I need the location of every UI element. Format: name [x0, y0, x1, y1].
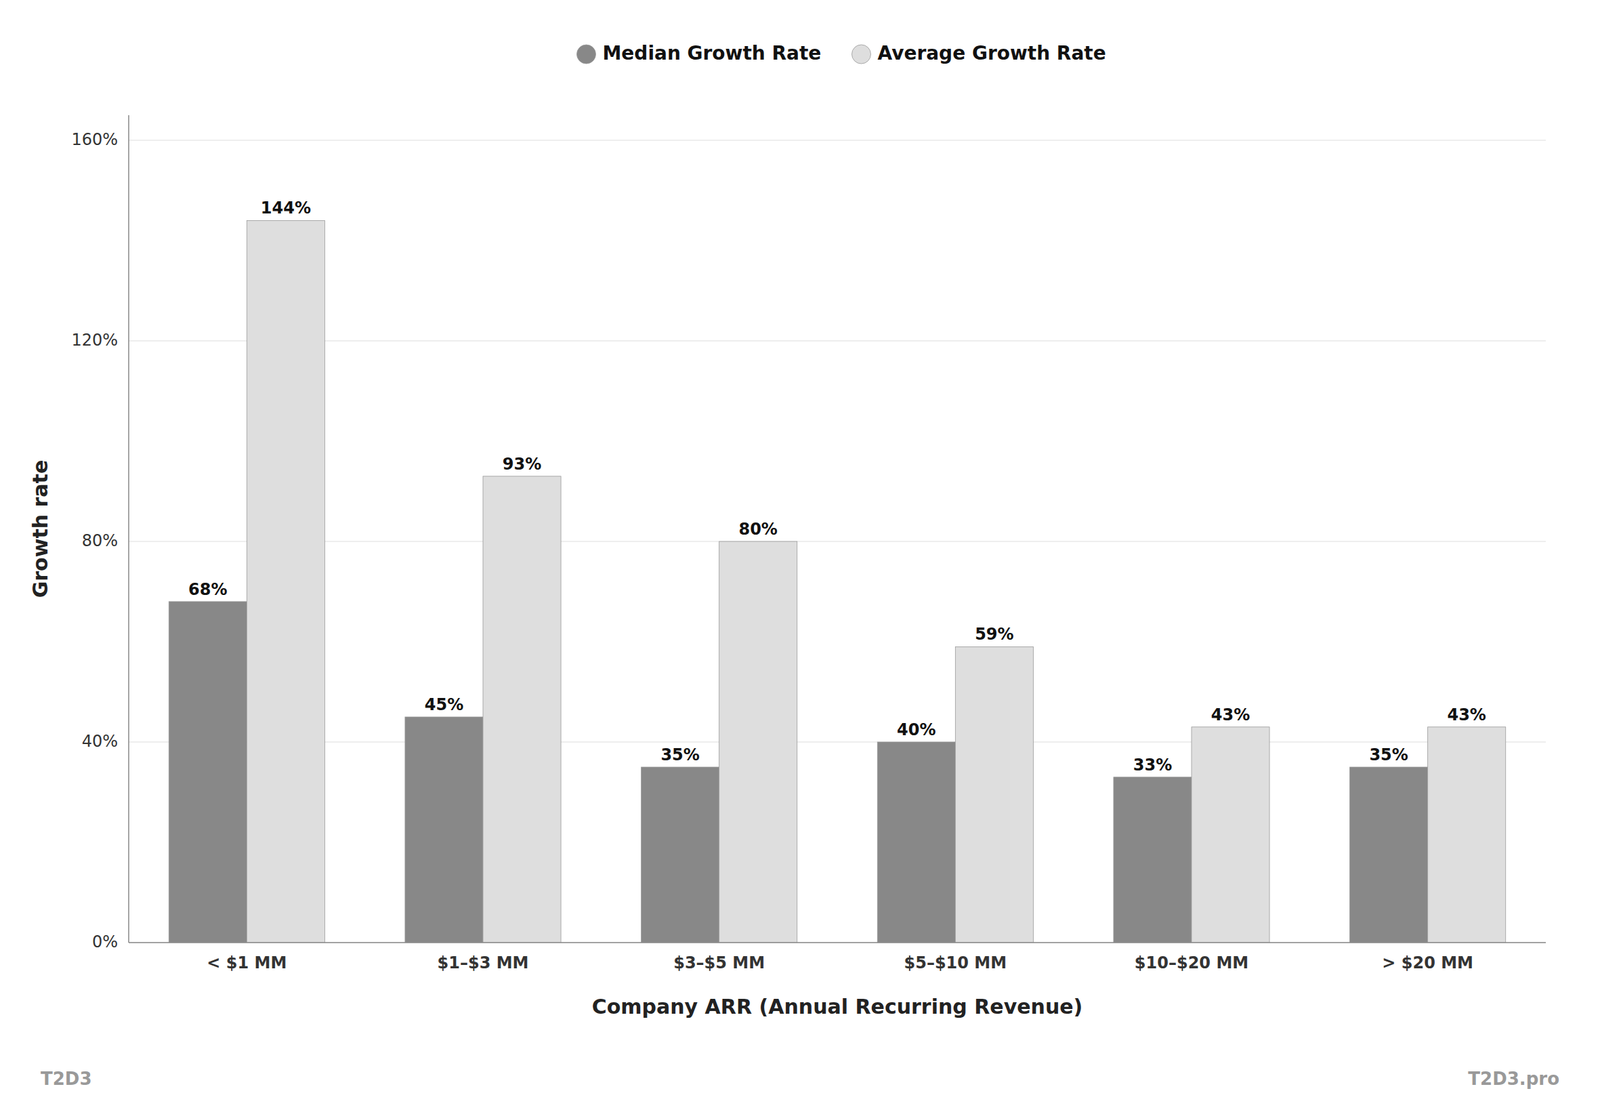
data-label: 35% [660, 745, 700, 765]
y-axis-line [128, 115, 130, 943]
x-tick-label: $1–$3 MM [437, 953, 530, 973]
data-label: 68% [188, 579, 227, 599]
footer-text: T2D3 [40, 1068, 93, 1089]
grid-line [128, 140, 1546, 141]
footer-text: T2D3.pro [1467, 1068, 1560, 1089]
chart: 0% 40% 80% 120% 160% 68% 45% 35% 40% 33% 35% 144% 93… [0, 0, 1600, 1112]
data-label: 93% [502, 454, 542, 474]
data-label: 80% [738, 519, 777, 539]
bar [1113, 776, 1192, 943]
bar [1350, 766, 1428, 943]
x-tick-label: $5–$10 MM [904, 953, 1008, 973]
bar [246, 220, 325, 943]
x-axis-line [128, 941, 1546, 943]
x-tick-label: > $20 MM [1381, 953, 1474, 973]
legend-marker [577, 44, 597, 64]
data-label: 40% [896, 720, 936, 740]
bar [877, 741, 956, 943]
bar [405, 716, 483, 943]
x-tick-label: $3–$5 MM [673, 953, 765, 973]
data-label: 43% [1446, 705, 1486, 725]
grid-line [128, 741, 1546, 743]
y-tick-label: 80% [81, 531, 118, 551]
data-label: 43% [1211, 705, 1250, 725]
grid-line [128, 541, 1546, 542]
bar [641, 766, 720, 943]
legend-marker [852, 44, 872, 64]
data-label: 144% [260, 198, 311, 218]
y-tick-label: 160% [71, 130, 118, 150]
data-label: 59% [974, 624, 1014, 644]
legend: Median Growth Rate Average Growth Rate [577, 41, 1107, 65]
background [0, 0, 1600, 1112]
y-tick-label: 0% [92, 932, 118, 952]
bars [168, 220, 1506, 943]
bar [1191, 726, 1270, 943]
bar [719, 541, 798, 943]
x-axis-label: Company ARR (Annual Recurring Revenue) [592, 994, 1084, 1019]
grid-line [128, 942, 1546, 943]
y-tick-label: 40% [81, 731, 118, 751]
legend-label: Median Growth Rate [602, 41, 822, 65]
data-label: 33% [1133, 755, 1172, 775]
bar [168, 601, 247, 943]
x-tick-label: < $1 MM [206, 953, 287, 973]
data-label: 35% [1369, 745, 1408, 765]
bar [1427, 726, 1506, 943]
y-tick-label: 120% [71, 330, 118, 350]
y-axis-label: Growth rate [28, 459, 53, 599]
bar [955, 646, 1034, 943]
x-tick-label: $10–$20 MM [1134, 953, 1249, 973]
bar [482, 476, 561, 943]
legend-label: Average Growth Rate [877, 41, 1107, 65]
grid-line [128, 340, 1546, 342]
data-label: 45% [424, 695, 464, 714]
